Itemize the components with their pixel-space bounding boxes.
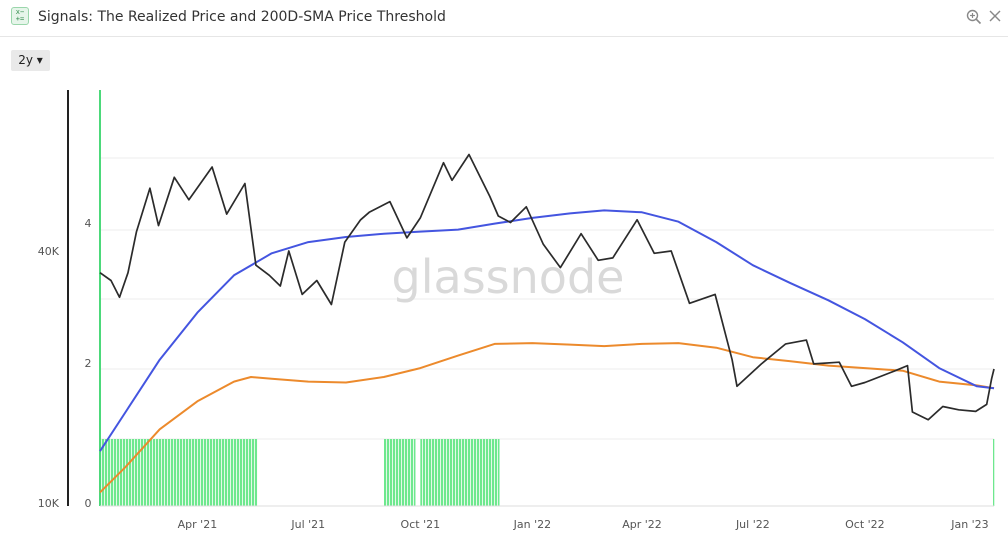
series-line-price	[99, 153, 995, 421]
series-line-realized-price	[99, 342, 995, 494]
watermark-text: glassnode	[392, 250, 625, 304]
chart-header: x− += Signals: The Realized Price and 20…	[0, 0, 1008, 37]
x-tick-label: Apr '22	[622, 518, 662, 531]
close-icon[interactable]	[988, 9, 1002, 23]
time-range-dropdown[interactable]: 2y ▾	[11, 50, 50, 71]
y-right-tick-label: 2	[85, 357, 92, 370]
x-tick-label: Apr '21	[178, 518, 218, 531]
series-line-200D-SMA	[99, 209, 995, 452]
formula-icon: x− +=	[11, 7, 29, 25]
x-tick-label: Jul '22	[735, 518, 770, 531]
x-tick-label: Oct '21	[401, 518, 441, 531]
page-title: Signals: The Realized Price and 200D-SMA…	[38, 9, 446, 25]
x-tick-label: Jan '22	[513, 518, 551, 531]
y-left-tick-label: 40K	[38, 245, 60, 258]
x-tick-label: Oct '22	[845, 518, 885, 531]
signal-bar-1	[383, 439, 416, 506]
y-left-tick-label: 10K	[38, 497, 60, 510]
signal-bar-2	[420, 439, 500, 506]
signal-bar-3	[992, 439, 995, 506]
y-right-tick-label: 0	[85, 497, 92, 510]
x-tick-label: Jan '23	[950, 518, 988, 531]
y-right-tick-label: 4	[85, 217, 92, 230]
chart-area: glassnode Apr '21 Jul '21 Oct '21 Jan '22 Apr…	[38, 90, 995, 531]
signal-bar-0	[100, 439, 258, 506]
x-tick-label: Jul '21	[290, 518, 325, 531]
zoom-in-icon[interactable]	[966, 9, 982, 25]
